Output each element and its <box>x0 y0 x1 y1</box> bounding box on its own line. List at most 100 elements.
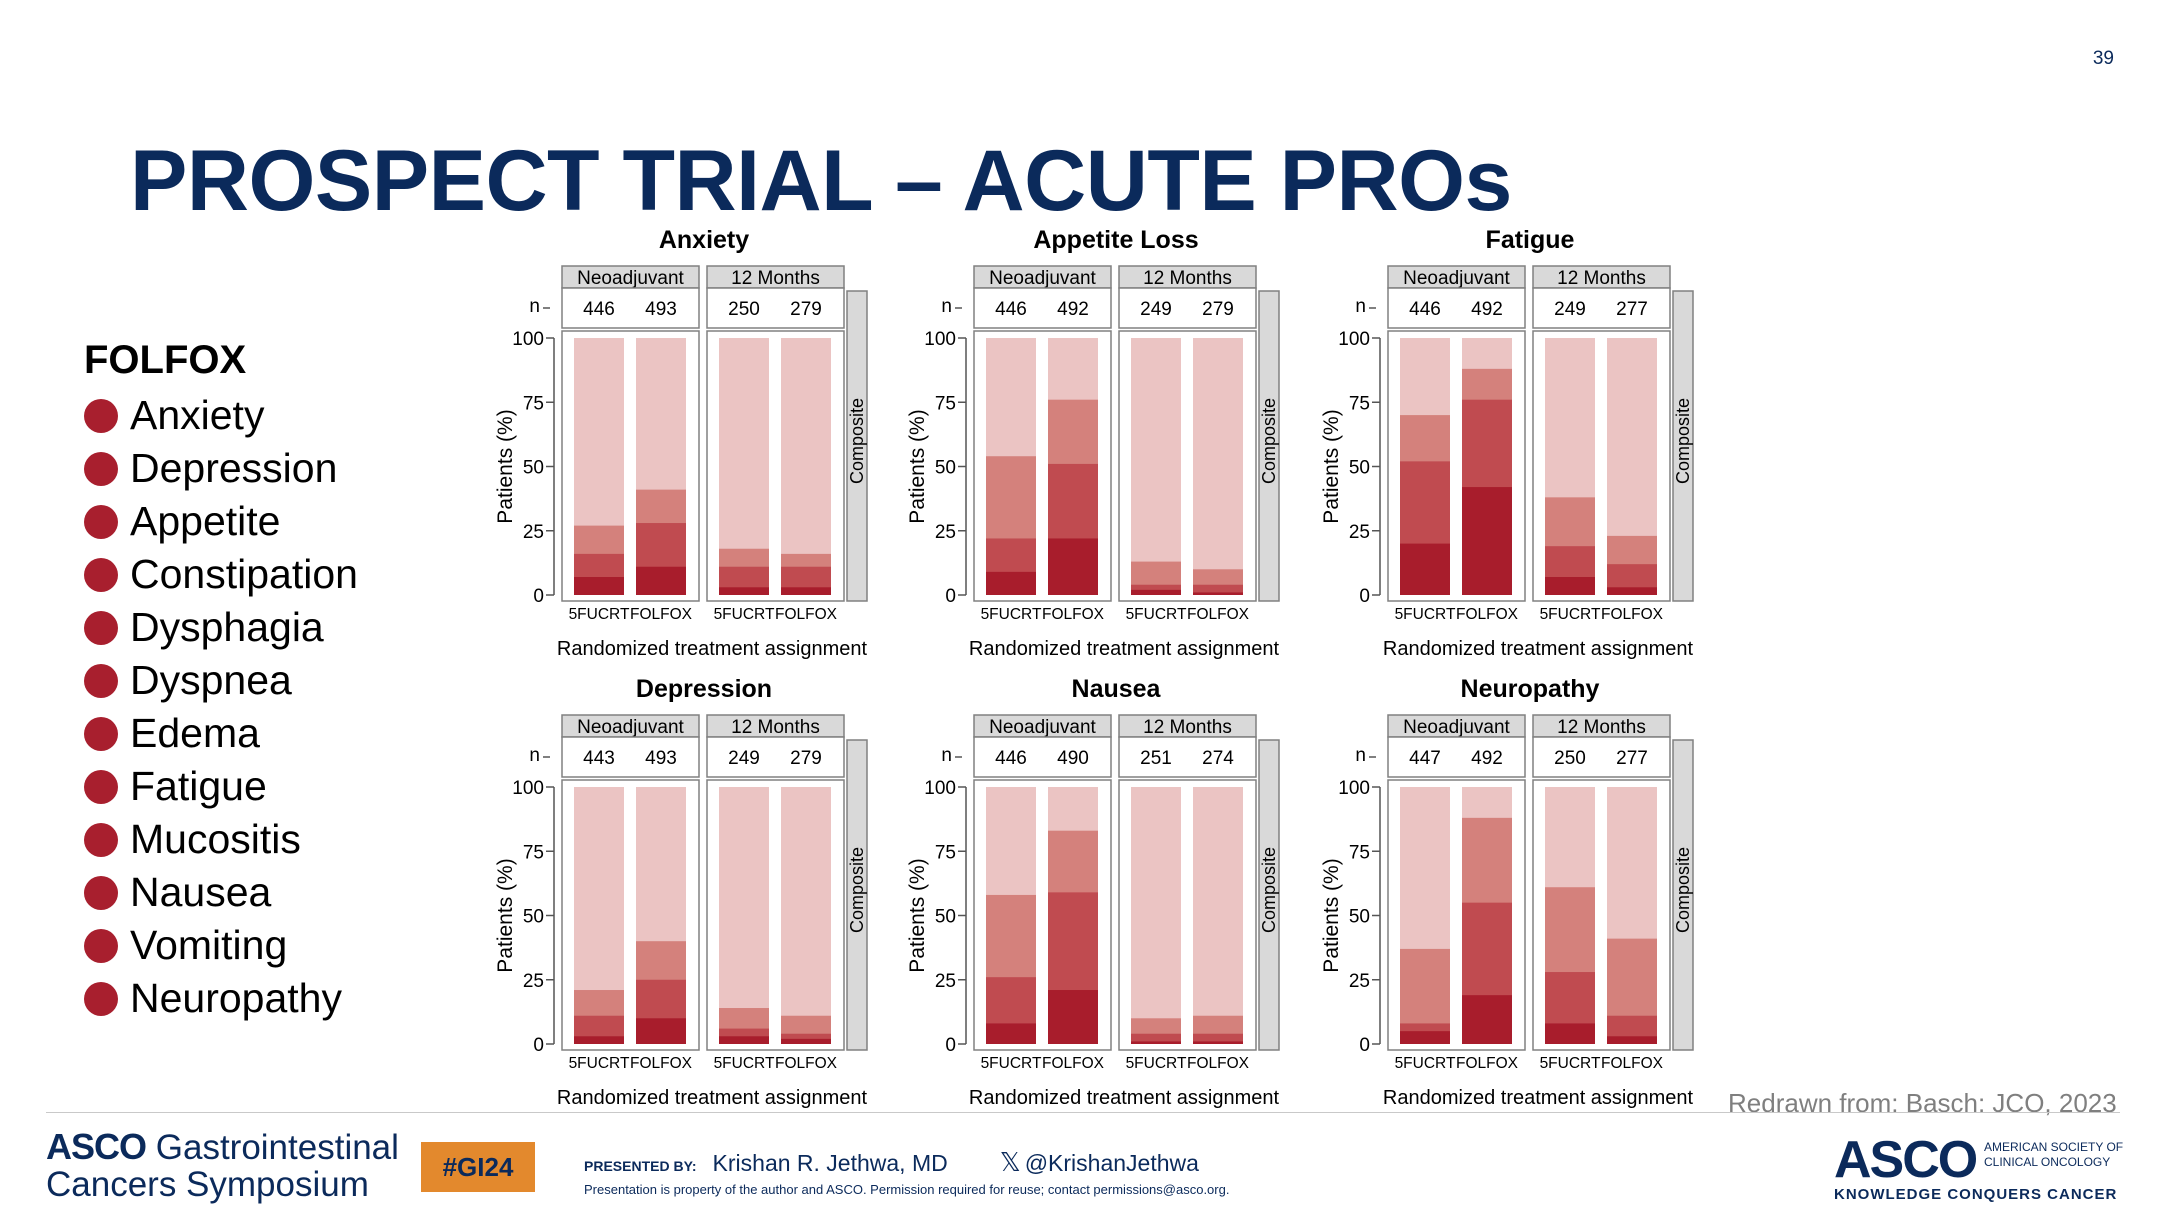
y-tick-label: 100 <box>1338 329 1370 350</box>
credit-text: Redrawn from: Basch: JCO, 2023 <box>1728 1088 2117 1118</box>
bullet-dot-icon <box>84 504 118 539</box>
y-tick-label: 25 <box>523 971 544 992</box>
n-count-label: 249 <box>1140 299 1172 320</box>
n-row <box>1387 287 1526 329</box>
bar-segment-severe <box>1400 1031 1450 1044</box>
x-axis-label: Randomized treatment assignment <box>969 638 1280 660</box>
asco-tagline: KNOWLEDGE CONQUERS CANCER <box>1834 1186 2118 1203</box>
presenter-handle: 𝕏 @KrishanJethwa <box>1000 1147 1199 1178</box>
x-axis-label: Randomized treatment assignment <box>969 1087 1280 1109</box>
asco-full-name-2: CLINICAL ONCOLOGY <box>1984 1155 2111 1169</box>
n-count-label: 279 <box>790 748 822 769</box>
y-axis-label: Patients (%) <box>494 858 517 972</box>
y-tick-label: 0 <box>1359 586 1370 607</box>
n-count-label: 493 <box>645 299 677 320</box>
legend-item-label: Constipation <box>130 551 358 597</box>
n-row <box>973 287 1112 329</box>
composite-strip <box>1258 739 1280 1051</box>
legend-item: Depression <box>84 442 358 495</box>
bar-segment-moderate <box>1131 1033 1181 1044</box>
y-axis-label: Patients (%) <box>906 858 929 972</box>
y-tick-label: 100 <box>1338 778 1370 799</box>
legend-item: Mucositis <box>84 813 358 866</box>
bullet-dot-icon <box>84 981 118 1016</box>
y-tick-label: 0 <box>1359 1035 1370 1056</box>
bar-segment-severe <box>1048 990 1098 1044</box>
bullet-dot-icon <box>84 557 118 592</box>
legend-item-label: Anxiety <box>130 392 265 438</box>
panel-header-label: Neoadjuvant <box>577 717 684 738</box>
y-tick-label: 50 <box>523 458 544 479</box>
legend-item-label: Mucositis <box>130 816 301 862</box>
y-axis-label: Patients (%) <box>494 409 517 523</box>
x-tick-label: 5FUCRT <box>981 606 1042 623</box>
n-count-label: 250 <box>1554 748 1586 769</box>
bar-segment-moderate <box>1193 584 1243 595</box>
y-tick-label: 25 <box>1349 522 1370 543</box>
bullet-dot-icon <box>84 716 118 751</box>
n-count-label: 279 <box>790 299 822 320</box>
x-tick-label: FOLFOX <box>630 606 693 623</box>
x-tick-label: FOLFOX <box>1187 1055 1250 1072</box>
x-tick-label: FOLFOX <box>1042 606 1105 623</box>
legend-item-label: Edema <box>130 710 260 756</box>
bar-segment-severe <box>1462 995 1512 1044</box>
bar-segment-severe <box>574 577 624 595</box>
panel-header-label: 12 Months <box>1143 268 1232 289</box>
composite-strip <box>1672 290 1694 602</box>
y-axis-label: Patients (%) <box>1320 858 1343 972</box>
legend-item: Fatigue <box>84 760 358 813</box>
x-axis-label: Randomized treatment assignment <box>557 1087 868 1109</box>
chart-title: Neuropathy <box>1461 675 1600 703</box>
n-count-label: 251 <box>1140 748 1172 769</box>
n-count-label: 490 <box>1057 748 1089 769</box>
n-count-label: 250 <box>728 299 760 320</box>
composite-strip <box>1258 290 1280 602</box>
n-label: n <box>529 296 540 317</box>
x-axis-label: Randomized treatment assignment <box>1383 1087 1694 1109</box>
composite-strip <box>846 290 868 602</box>
bar-segment-mild <box>1193 338 1243 595</box>
x-tick-label: 5FUCRT <box>1395 606 1456 623</box>
y-tick-label: 75 <box>1349 842 1370 863</box>
bar-segment-severe <box>986 571 1036 595</box>
x-tick-label: FOLFOX <box>775 1055 838 1072</box>
y-tick-label: 100 <box>924 329 956 350</box>
legend-item-label: Nausea <box>130 869 272 915</box>
panel-header-label: 12 Months <box>1557 268 1646 289</box>
n-label: n <box>529 745 540 766</box>
y-tick-label: 25 <box>523 522 544 543</box>
legend-item: Edema <box>84 707 358 760</box>
asco-logo: ASCO AMERICAN SOCIETY OF CLINICAL ONCOLO… <box>1834 1130 2123 1203</box>
legend-item: Nausea <box>84 866 358 919</box>
asco-gi-logo-bold: ASCO <box>46 1126 147 1167</box>
bar-segment-moderate <box>1193 1033 1243 1044</box>
n-count-label: 493 <box>645 748 677 769</box>
legend-item-label: Depression <box>130 445 338 491</box>
n-row <box>561 287 700 329</box>
bar-segment-mild <box>719 787 769 1044</box>
x-tick-label: 5FUCRT <box>1126 606 1187 623</box>
n-count-label: 446 <box>995 299 1027 320</box>
legend-item: Dyspnea <box>84 654 358 707</box>
bar-segment-severe <box>719 587 769 595</box>
bar-segment-severe <box>781 1038 831 1044</box>
bar-segment-severe <box>986 1023 1036 1044</box>
bar-segment-severe <box>1131 1041 1181 1044</box>
property-note: Presentation is property of the author a… <box>584 1182 1230 1197</box>
legend-item-label: Appetite <box>130 498 281 544</box>
legend: FOLFOX Anxiety Depression Appetite Constipa… <box>84 338 358 1025</box>
y-tick-label: 50 <box>523 907 544 928</box>
bar-segment-severe <box>1545 577 1595 595</box>
presenter-name: Krishan R. Jethwa, MD <box>712 1150 948 1176</box>
bar-segment-severe <box>1193 1041 1243 1044</box>
bar-segment-mild <box>1131 338 1181 595</box>
composite-strip-label: Composite <box>1259 398 1279 484</box>
legend-item-label: Dyspnea <box>130 657 292 703</box>
presenter-info: PRESENTED BY: Krishan R. Jethwa, MD 𝕏 @Kr… <box>584 1147 1199 1178</box>
composite-strip-label: Composite <box>847 398 867 484</box>
bar-segment-severe <box>719 1036 769 1044</box>
bullet-dot-icon <box>84 451 118 486</box>
x-tick-label: FOLFOX <box>775 606 838 623</box>
